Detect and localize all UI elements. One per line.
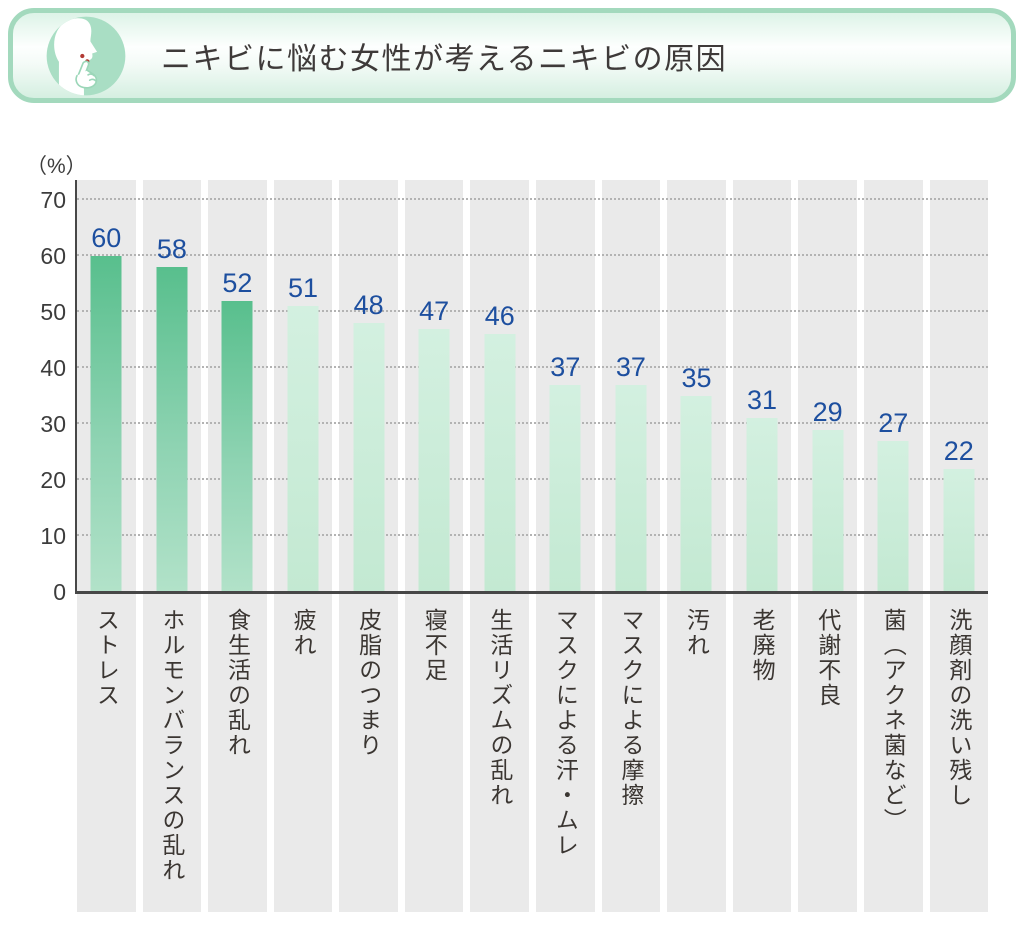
gridline — [77, 478, 988, 480]
bar-value-label: 47 — [419, 295, 450, 326]
y-tick-label: 40 — [40, 355, 66, 381]
y-tick-label: 70 — [40, 187, 66, 213]
bar — [221, 300, 253, 592]
bar-value-label: 27 — [878, 407, 909, 438]
category-label: マスクによる汗・ムレ — [552, 608, 579, 858]
category-column: 37 マスクによる摩擦 — [601, 180, 661, 912]
category-label: 洗顔剤の洗い残し — [945, 608, 972, 808]
category-label: 代謝不良 — [814, 608, 841, 708]
bar — [812, 429, 844, 592]
category-column: 29 代謝不良 — [798, 180, 857, 912]
category-column: 51 疲れ — [273, 180, 333, 912]
gridline — [77, 422, 988, 424]
category-column: 22 洗顔剤の洗い残し — [929, 180, 989, 912]
category-column: 60 ストレス — [77, 180, 136, 912]
y-axis-unit-label: （%） — [26, 155, 87, 178]
bar-value-label: 51 — [287, 273, 319, 304]
x-axis-line — [75, 591, 988, 594]
face-acne-icon — [46, 16, 126, 95]
plot-columns: 60 ストレス 58 ホルモンバランスの乱れ 52 食生活の乱れ 51 疲れ 48 皮脂のつまり 4… — [77, 180, 989, 912]
bar — [156, 267, 188, 592]
gridline — [77, 310, 988, 312]
gridline — [77, 534, 988, 536]
y-tick-label: 0 — [53, 579, 66, 605]
bar — [353, 323, 385, 592]
bar-value-label: 58 — [156, 234, 187, 265]
y-tick-label: 10 — [40, 523, 66, 549]
y-tick-label: 50 — [40, 299, 66, 325]
bar-value-label: 22 — [943, 435, 974, 466]
bar-value-label: 52 — [222, 267, 253, 298]
bar — [287, 306, 319, 592]
category-label: 生活リズムの乱れ — [486, 608, 513, 808]
bar — [746, 418, 778, 592]
bar — [680, 396, 712, 592]
bar — [549, 384, 581, 592]
gridline — [77, 254, 988, 256]
bar — [484, 334, 516, 592]
y-tick-label: 60 — [40, 243, 66, 269]
y-tick-label: 20 — [40, 467, 66, 493]
category-label: 寝不足 — [421, 608, 448, 683]
bar-value-label: 31 — [747, 385, 778, 416]
bar-value-label: 37 — [615, 351, 646, 382]
gridline — [77, 366, 988, 368]
category-column: 27 菌（アクネ菌など） — [863, 180, 923, 912]
category-column: 35 汚れ — [667, 180, 726, 912]
bar-value-label: 60 — [91, 223, 122, 253]
bar — [943, 468, 975, 592]
bar — [90, 256, 122, 592]
header-banner: ニキビに悩む女性が考えるニキビの原因 — [8, 8, 1016, 103]
category-label: 老廃物 — [749, 608, 776, 683]
bar-chart: 60 ストレス 58 ホルモンバランスの乱れ 52 食生活の乱れ 51 疲れ 48 皮脂のつまり 4… — [75, 180, 989, 912]
bar — [615, 384, 647, 592]
category-label: 菌（アクネ菌など） — [880, 608, 907, 833]
bar-value-label: 35 — [681, 363, 712, 393]
category-column: 58 ホルモンバランスの乱れ — [142, 180, 202, 912]
y-axis-line — [75, 180, 77, 594]
category-label: 食生活の乱れ — [224, 608, 251, 758]
category-label: マスクによる摩擦 — [617, 608, 644, 808]
category-column: 48 皮脂のつまり — [339, 180, 398, 912]
category-column: 37 マスクによる汗・ムレ — [536, 180, 595, 912]
gridline — [77, 198, 988, 200]
bar-value-label: 37 — [550, 351, 581, 382]
category-label: 皮脂のつまり — [355, 608, 382, 758]
category-column: 52 食生活の乱れ — [208, 180, 267, 912]
category-label: 汚れ — [683, 608, 710, 658]
category-column: 47 寝不足 — [404, 180, 464, 912]
category-label: ホルモンバランスの乱れ — [158, 608, 185, 883]
category-label: 疲れ — [290, 608, 317, 658]
bar-value-label: 29 — [812, 396, 843, 427]
category-label: ストレス — [93, 608, 120, 708]
bar — [877, 440, 909, 592]
y-tick-label: 30 — [40, 411, 66, 437]
bar — [418, 328, 450, 592]
category-column: 31 老廃物 — [732, 180, 792, 912]
category-column: 46 生活リズムの乱れ — [470, 180, 530, 912]
page-title: ニキビに悩む女性が考えるニキビの原因 — [161, 42, 728, 76]
bar-value-label: 48 — [353, 290, 384, 321]
bar-value-label: 46 — [484, 301, 515, 332]
